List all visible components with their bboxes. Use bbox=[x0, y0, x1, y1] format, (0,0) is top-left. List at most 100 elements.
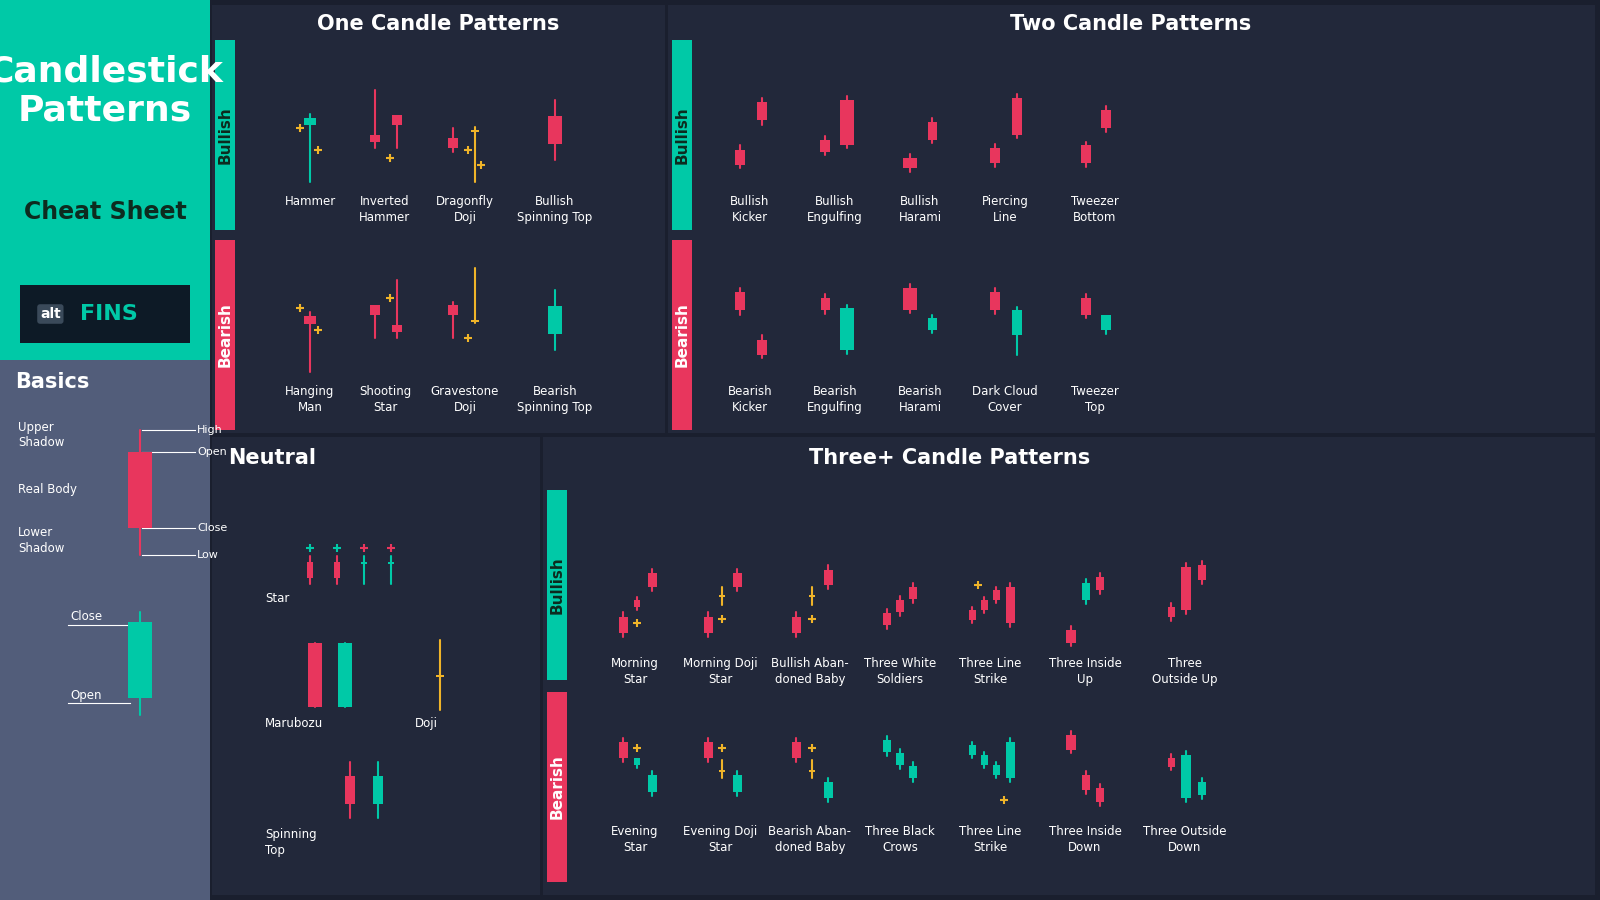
Text: Open: Open bbox=[70, 688, 101, 701]
Bar bbox=[211, 437, 541, 895]
Bar bbox=[214, 240, 235, 430]
Text: Three White
Soldiers: Three White Soldiers bbox=[864, 657, 936, 686]
Bar bbox=[128, 452, 152, 528]
Text: Bearish: Bearish bbox=[549, 754, 565, 819]
Bar bbox=[470, 320, 478, 321]
Bar bbox=[634, 600, 640, 607]
Text: Morning Doji
Star: Morning Doji Star bbox=[683, 657, 757, 686]
Bar bbox=[704, 617, 712, 633]
Text: Bearish
Spinning Top: Bearish Spinning Top bbox=[517, 385, 592, 414]
Bar bbox=[128, 622, 152, 698]
Text: Bearish
Engulfing: Bearish Engulfing bbox=[806, 385, 862, 414]
Bar bbox=[981, 600, 987, 610]
Text: One Candle Patterns: One Candle Patterns bbox=[317, 14, 558, 34]
Bar bbox=[542, 437, 1595, 895]
Bar bbox=[547, 116, 562, 144]
Text: Cheat Sheet: Cheat Sheet bbox=[24, 200, 186, 224]
Bar bbox=[792, 617, 800, 633]
Bar bbox=[1013, 310, 1022, 335]
Text: Piercing
Line: Piercing Line bbox=[981, 195, 1029, 224]
Bar bbox=[307, 562, 314, 578]
Bar bbox=[1005, 587, 1014, 623]
Bar bbox=[992, 765, 1000, 775]
Bar bbox=[1013, 98, 1022, 135]
Bar bbox=[840, 308, 854, 350]
Text: Three Inside
Up: Three Inside Up bbox=[1048, 657, 1122, 686]
Text: Bullish: Bullish bbox=[675, 106, 690, 164]
Bar bbox=[990, 292, 1000, 310]
Text: Bearish: Bearish bbox=[675, 302, 690, 367]
Bar bbox=[634, 758, 640, 765]
Bar bbox=[307, 643, 322, 707]
Bar bbox=[928, 318, 936, 330]
Bar bbox=[387, 562, 394, 563]
Bar bbox=[902, 288, 917, 310]
Bar bbox=[704, 742, 712, 758]
Bar bbox=[373, 776, 382, 804]
Text: Bearish
Kicker: Bearish Kicker bbox=[728, 385, 773, 414]
Text: Three Line
Strike: Three Line Strike bbox=[958, 657, 1021, 686]
Bar bbox=[1198, 565, 1206, 580]
Bar bbox=[883, 613, 891, 625]
Text: Shooting
Star: Shooting Star bbox=[358, 385, 411, 414]
Bar bbox=[1096, 788, 1104, 802]
Bar bbox=[1082, 775, 1090, 790]
Bar bbox=[214, 40, 235, 230]
Text: Three+ Candle Patterns: Three+ Candle Patterns bbox=[810, 448, 1091, 468]
Text: Three Outside
Down: Three Outside Down bbox=[1144, 825, 1227, 854]
Text: Three
Outside Up: Three Outside Up bbox=[1152, 657, 1218, 686]
Bar bbox=[1168, 607, 1174, 617]
Bar bbox=[370, 305, 381, 315]
Bar bbox=[909, 587, 917, 599]
Bar bbox=[1082, 145, 1091, 163]
Text: Bullish
Spinning Top: Bullish Spinning Top bbox=[517, 195, 592, 224]
Bar bbox=[824, 570, 832, 585]
Bar bbox=[304, 118, 317, 125]
Text: Bearish: Bearish bbox=[218, 302, 232, 367]
Bar bbox=[792, 742, 800, 758]
Bar bbox=[1101, 315, 1110, 330]
Text: Three Inside
Down: Three Inside Down bbox=[1048, 825, 1122, 854]
Bar bbox=[757, 102, 766, 120]
Bar bbox=[718, 595, 725, 597]
Bar bbox=[648, 775, 656, 792]
Bar bbox=[1066, 630, 1075, 643]
Bar bbox=[733, 573, 741, 587]
Bar bbox=[819, 140, 830, 152]
Bar bbox=[1005, 742, 1014, 778]
Bar bbox=[909, 766, 917, 778]
Bar bbox=[1066, 735, 1075, 750]
Bar bbox=[547, 692, 566, 882]
Text: Marubozu: Marubozu bbox=[266, 717, 323, 730]
Text: Evening Doji
Star: Evening Doji Star bbox=[683, 825, 757, 854]
Text: Gravestone
Doji: Gravestone Doji bbox=[430, 385, 499, 414]
Text: High: High bbox=[197, 425, 222, 435]
Text: Doji: Doji bbox=[414, 717, 438, 730]
Bar bbox=[619, 617, 627, 633]
Text: alt: alt bbox=[40, 307, 61, 321]
Text: Three Line
Strike: Three Line Strike bbox=[958, 825, 1021, 854]
Bar bbox=[718, 770, 725, 771]
Text: Bullish Aban-
doned Baby: Bullish Aban- doned Baby bbox=[771, 657, 850, 686]
Text: Hammer: Hammer bbox=[285, 195, 336, 208]
Bar bbox=[1096, 577, 1104, 590]
Bar bbox=[992, 590, 1000, 600]
Bar bbox=[734, 150, 746, 165]
Text: Close: Close bbox=[197, 523, 227, 533]
Bar bbox=[338, 643, 352, 707]
Bar bbox=[928, 122, 936, 140]
Bar bbox=[334, 562, 339, 578]
Text: Hanging
Man: Hanging Man bbox=[285, 385, 334, 414]
Bar bbox=[304, 316, 317, 324]
Text: Basics: Basics bbox=[14, 372, 90, 392]
Text: Inverted
Hammer: Inverted Hammer bbox=[360, 195, 411, 224]
Text: Candlestick
Patterns: Candlestick Patterns bbox=[0, 55, 222, 127]
Text: Tweezer
Bottom: Tweezer Bottom bbox=[1070, 195, 1118, 224]
Bar bbox=[1168, 758, 1174, 767]
Bar bbox=[757, 340, 766, 355]
Text: Bearish
Harami: Bearish Harami bbox=[898, 385, 942, 414]
Text: Open: Open bbox=[197, 447, 227, 457]
Bar bbox=[883, 740, 891, 752]
Text: Bullish
Kicker: Bullish Kicker bbox=[730, 195, 770, 224]
Bar bbox=[392, 115, 402, 125]
